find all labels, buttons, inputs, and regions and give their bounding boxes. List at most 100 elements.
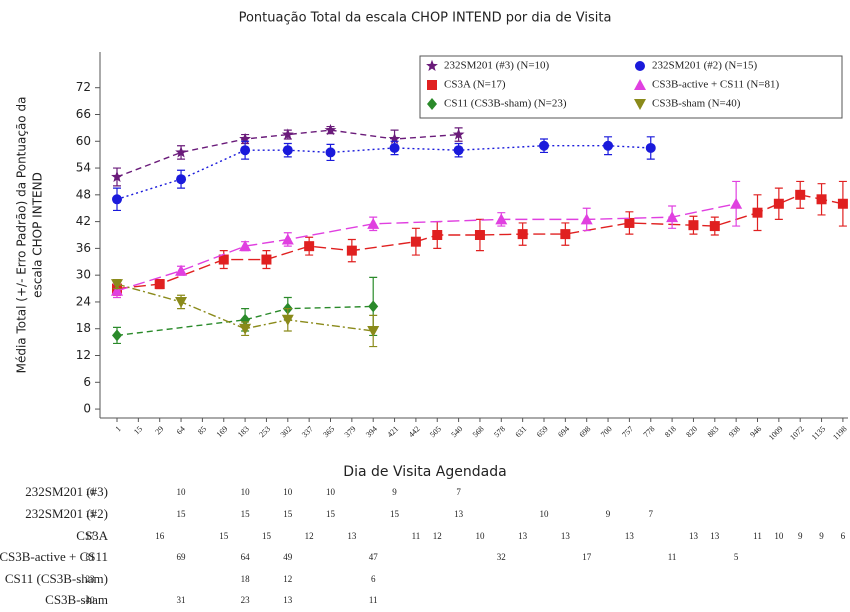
count-cell: 15: [283, 509, 293, 519]
count-cell: 15: [262, 531, 272, 541]
x-tick-label: 29: [153, 424, 165, 436]
y-tick-label: 42: [76, 214, 91, 228]
data-point: [495, 213, 508, 225]
count-cell: 10: [326, 487, 336, 497]
x-tick-label: 15: [132, 424, 144, 436]
count-cell: 7: [649, 509, 654, 519]
y-tick-label: 48: [76, 187, 91, 201]
y-axis-title-line: escala CHOP INTEND: [31, 172, 45, 298]
count-cell: 6: [841, 531, 846, 541]
count-cell: 47: [369, 552, 379, 562]
data-point: [239, 323, 252, 335]
count-cell: 13: [561, 531, 571, 541]
data-point: [367, 217, 380, 229]
count-cell: 10: [283, 487, 293, 497]
data-point: [261, 254, 272, 265]
data-point: [773, 198, 784, 209]
row-label: CS3B-active + CS11: [0, 549, 108, 564]
x-tick-label: 1009: [767, 424, 785, 442]
x-tick-label: 337: [300, 424, 315, 439]
data-point: [837, 198, 848, 209]
count-cell: 9: [819, 531, 824, 541]
x-tick-label: 694: [556, 424, 571, 439]
data-point: [281, 128, 294, 140]
data-point: [795, 189, 806, 200]
x-tick-label: 820: [684, 424, 699, 439]
y-tick-label: 12: [76, 348, 91, 362]
count-cell: 13: [283, 595, 293, 605]
data-point: [112, 329, 122, 342]
count-cell: 15: [86, 509, 96, 519]
row-label: CS3B-sham: [45, 592, 108, 607]
data-point: [560, 229, 571, 240]
count-cell: 11: [668, 552, 677, 562]
count-cell: 69: [177, 552, 187, 562]
data-point: [474, 230, 485, 240]
x-tick-label: 379: [343, 424, 358, 439]
count-cell: 6: [371, 574, 376, 584]
x-tick-label: 659: [535, 424, 550, 439]
data-point: [666, 211, 679, 223]
x-tick-label: 1198: [831, 424, 848, 441]
data-point: [111, 170, 123, 182]
count-cell: 10: [177, 487, 187, 497]
count-cell: 10: [774, 531, 784, 541]
count-cell: 23: [86, 574, 96, 584]
data-point: [176, 174, 187, 185]
count-cell: 12: [283, 574, 292, 584]
data-point: [111, 284, 123, 296]
legend-box: [419, 55, 843, 119]
legend-marker: [634, 79, 646, 90]
data-point: [240, 313, 251, 326]
x-tick-label: 64: [175, 424, 187, 436]
row-label: CS3A: [76, 528, 108, 543]
count-cell: 11: [369, 595, 378, 605]
legend-marker: [427, 80, 437, 90]
count-cell: 11: [753, 531, 762, 541]
y-tick-label: 30: [76, 268, 91, 282]
x-tick-label: 568: [471, 424, 486, 439]
count-cell: 10: [241, 487, 251, 497]
legend-marker: [427, 98, 437, 110]
chart-title: Pontuação Total da escala CHOP INTEND po…: [239, 11, 612, 26]
row-label: 232SM201 (#3): [25, 484, 108, 499]
count-cell: 17: [582, 552, 592, 562]
count-cell: 9: [798, 531, 803, 541]
y-tick-label: 6: [83, 375, 91, 389]
data-point: [367, 325, 380, 337]
y-axis-title-line: Média Total (+/- Erro Padrão) da Pontuaç…: [15, 97, 29, 374]
x-tick-label: 778: [642, 424, 657, 439]
data-point: [709, 221, 720, 232]
data-point: [239, 132, 251, 145]
legend-label: CS3B-active + CS11 (N=81): [652, 79, 780, 91]
data-point: [346, 245, 357, 256]
data-point: [368, 300, 379, 313]
y-tick-label: 66: [76, 107, 91, 121]
y-tick-label: 54: [76, 161, 91, 175]
data-point: [154, 279, 165, 290]
x-tick-label: 183: [236, 424, 251, 439]
data-point: [580, 213, 593, 225]
x-tick-label: 818: [663, 424, 678, 439]
data-point: [175, 146, 187, 158]
x-tick-label: 946: [748, 424, 763, 439]
data-point: [410, 236, 421, 247]
count-cell: 15: [219, 531, 229, 541]
data-point: [539, 140, 549, 151]
data-point: [603, 140, 614, 151]
series-line: [116, 203, 737, 292]
count-cell: 13: [710, 531, 720, 541]
data-point: [175, 264, 188, 276]
data-point: [730, 197, 743, 209]
data-point: [175, 296, 188, 308]
x-tick-label: 85: [196, 424, 208, 436]
x-axis-title: Dia de Visita Agendada: [343, 464, 506, 480]
x-tick-label: 394: [364, 424, 379, 439]
y-tick-label: 24: [76, 294, 91, 308]
data-point: [281, 314, 294, 326]
count-cell: 32: [497, 552, 506, 562]
data-point: [453, 145, 464, 156]
x-tick-label: 938: [727, 424, 742, 439]
x-tick-label: 1072: [788, 424, 806, 442]
